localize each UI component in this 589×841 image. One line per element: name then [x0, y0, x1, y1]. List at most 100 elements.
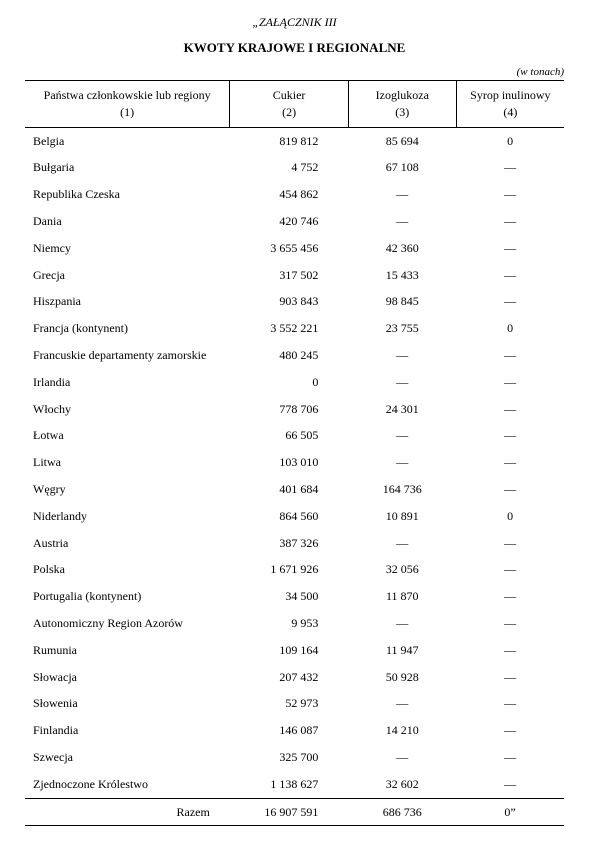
th-country-label: Państwa członkowskie lub regiony [44, 88, 211, 102]
cell-iso: — [348, 690, 456, 717]
cell-inulin: — [456, 396, 564, 423]
th-sugar-label: Cukier [273, 88, 306, 102]
cell-inulin: — [456, 771, 564, 798]
cell-inulin: — [456, 476, 564, 503]
cell-sugar: 66 505 [230, 422, 349, 449]
cell-sugar: 325 700 [230, 744, 349, 771]
table-row: Zjednoczone Królestwo1 138 62732 602— [25, 771, 564, 798]
cell-country: Zjednoczone Królestwo [25, 771, 230, 798]
cell-inulin: — [456, 262, 564, 289]
page-title: KWOTY KRAJOWE I REGIONALNE [25, 40, 564, 56]
cell-inulin: — [456, 664, 564, 691]
table-row: Polska1 671 92632 056— [25, 556, 564, 583]
table-row: Autonomiczny Region Azorów9 953—— [25, 610, 564, 637]
cell-country: Hiszpania [25, 288, 230, 315]
th-country: Państwa członkowskie lub regiony (1) [25, 81, 230, 128]
cell-total-sugar: 16 907 591 [230, 798, 349, 826]
cell-sugar: 480 245 [230, 342, 349, 369]
cell-country: Grecja [25, 262, 230, 289]
cell-country: Autonomiczny Region Azorów [25, 610, 230, 637]
cell-sugar: 903 843 [230, 288, 349, 315]
cell-iso: — [348, 530, 456, 557]
th-sugar: Cukier (2) [230, 81, 349, 128]
cell-country: Niemcy [25, 235, 230, 262]
cell-country: Szwecja [25, 744, 230, 771]
cell-iso: — [348, 422, 456, 449]
cell-total-iso: 686 736 [348, 798, 456, 826]
table-row: Hiszpania903 84398 845— [25, 288, 564, 315]
cell-inulin: — [456, 717, 564, 744]
cell-iso: 50 928 [348, 664, 456, 691]
th-inulin-label: Syrop inulinowy [470, 88, 550, 102]
cell-iso: 11 870 [348, 583, 456, 610]
table-row: Słowenia52 973—— [25, 690, 564, 717]
table-row: Finlandia146 08714 210— [25, 717, 564, 744]
table-row: Włochy778 70624 301— [25, 396, 564, 423]
cell-sugar: 1 138 627 [230, 771, 349, 798]
table-total-row: Razem16 907 591686 7360” [25, 798, 564, 826]
cell-iso: — [348, 369, 456, 396]
cell-sugar: 454 862 [230, 181, 349, 208]
cell-inulin: — [456, 690, 564, 717]
cell-sugar: 103 010 [230, 449, 349, 476]
cell-country: Litwa [25, 449, 230, 476]
table-header-row: Państwa członkowskie lub regiony (1) Cuk… [25, 81, 564, 128]
table-row: Grecja317 50215 433— [25, 262, 564, 289]
cell-iso: 15 433 [348, 262, 456, 289]
cell-country: Republika Czeska [25, 181, 230, 208]
cell-country: Finlandia [25, 717, 230, 744]
cell-iso: 42 360 [348, 235, 456, 262]
cell-country: Niderlandy [25, 503, 230, 530]
cell-iso: 32 602 [348, 771, 456, 798]
cell-inulin: — [456, 422, 564, 449]
cell-iso: 67 108 [348, 154, 456, 181]
table-row: Dania420 746—— [25, 208, 564, 235]
th-iso-label: Izoglukoza [376, 88, 429, 102]
cell-sugar: 34 500 [230, 583, 349, 610]
cell-inulin: — [456, 369, 564, 396]
cell-iso: 11 947 [348, 637, 456, 664]
cell-inulin: — [456, 637, 564, 664]
cell-inulin: — [456, 583, 564, 610]
cell-country: Rumunia [25, 637, 230, 664]
cell-inulin: — [456, 154, 564, 181]
cell-country: Słowacja [25, 664, 230, 691]
cell-inulin: — [456, 235, 564, 262]
cell-sugar: 778 706 [230, 396, 349, 423]
cell-iso: — [348, 181, 456, 208]
cell-inulin: — [456, 556, 564, 583]
cell-country: Irlandia [25, 369, 230, 396]
cell-sugar: 0 [230, 369, 349, 396]
cell-country: Węgry [25, 476, 230, 503]
cell-sugar: 3 655 456 [230, 235, 349, 262]
table-row: Litwa103 010—— [25, 449, 564, 476]
cell-country: Portugalia (kontynent) [25, 583, 230, 610]
cell-inulin: — [456, 744, 564, 771]
cell-country: Francuskie departamenty zamorskie [25, 342, 230, 369]
annex-label: „ZAŁĄCZNIK III [25, 15, 564, 30]
th-iso: Izoglukoza (3) [348, 81, 456, 128]
cell-inulin: — [456, 181, 564, 208]
cell-inulin: 0 [456, 127, 564, 154]
cell-iso: 98 845 [348, 288, 456, 315]
cell-sugar: 420 746 [230, 208, 349, 235]
cell-iso: 85 694 [348, 127, 456, 154]
table-row: Szwecja325 700—— [25, 744, 564, 771]
th-country-num: (1) [120, 105, 134, 119]
cell-sugar: 207 432 [230, 664, 349, 691]
cell-inulin: — [456, 342, 564, 369]
cell-inulin: — [456, 610, 564, 637]
cell-country: Belgia [25, 127, 230, 154]
table-row: Austria387 326—— [25, 530, 564, 557]
cell-country: Włochy [25, 396, 230, 423]
cell-iso: — [348, 208, 456, 235]
cell-iso: — [348, 449, 456, 476]
cell-sugar: 3 552 221 [230, 315, 349, 342]
quota-table: Państwa członkowskie lub regiony (1) Cuk… [25, 80, 564, 826]
table-row: Bułgaria4 75267 108— [25, 154, 564, 181]
table-row: Francja (kontynent)3 552 22123 7550 [25, 315, 564, 342]
table-row: Niderlandy864 56010 8910 [25, 503, 564, 530]
cell-country: Dania [25, 208, 230, 235]
th-sugar-num: (2) [282, 105, 296, 119]
cell-iso: 32 056 [348, 556, 456, 583]
